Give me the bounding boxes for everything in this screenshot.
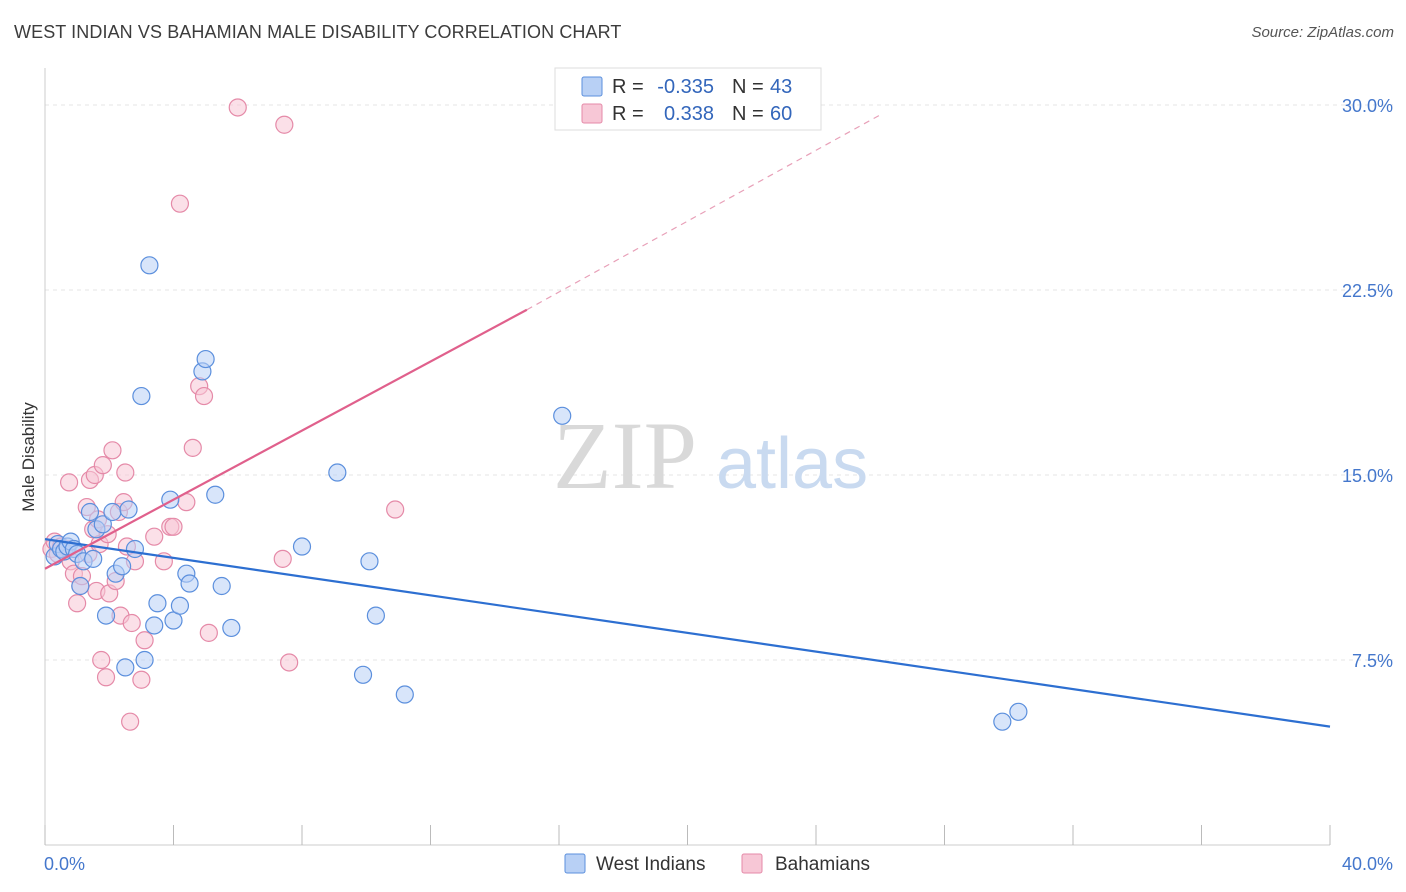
- bahamians-point-49: [275, 115, 294, 134]
- legend-box: R = -0.335 N = 43 R = 0.338 N = 60: [554, 67, 822, 131]
- west-indians-point-42: [553, 406, 572, 425]
- bahamians-point-8: [59, 473, 79, 492]
- west-indians-point-19: [119, 500, 138, 519]
- bahamians-point-22: [96, 668, 116, 687]
- west-indians-point-44: [1009, 702, 1028, 721]
- bahamians-point-36: [135, 631, 154, 650]
- y-axis-label: Male Disability: [19, 402, 38, 512]
- west-indians-point-17: [112, 557, 132, 576]
- west-indians-point-10: [80, 502, 100, 522]
- chart-title: WEST INDIAN VS BAHAMIAN MALE DISABILITY …: [14, 22, 622, 42]
- west-indians-point-24: [145, 616, 164, 635]
- chart-source: Source: ZipAtlas.com: [1251, 24, 1394, 41]
- legend-swatch-west-indians: [581, 76, 603, 97]
- y-tick-label-3: 30.0%: [1342, 96, 1393, 116]
- bahamians-point-30: [116, 463, 135, 482]
- west-indians-point-35: [222, 618, 241, 638]
- bahamians-point-41: [170, 194, 190, 213]
- west-indians-point-11: [84, 549, 103, 568]
- y-tick-label-1: 15.0%: [1342, 466, 1393, 486]
- west-indians-point-38: [353, 665, 373, 684]
- bahamians-point-47: [228, 98, 247, 117]
- legend-r-value-0: -0.335: [657, 76, 714, 98]
- west-indians-point-40: [366, 606, 385, 625]
- bottom-legend-label-west-indians: West Indians: [596, 854, 705, 875]
- west-indians-point-22: [135, 650, 154, 670]
- bahamians-point-48: [273, 549, 292, 568]
- watermark-atlas: atlas: [716, 424, 868, 504]
- bahamians-point-37: [145, 527, 164, 546]
- west-indians-point-33: [206, 485, 225, 504]
- legend-r-label-0: R =: [612, 76, 644, 98]
- bahamians-point-35: [132, 670, 151, 689]
- bahamians-point-43: [183, 438, 202, 457]
- bahamians-point-21: [93, 456, 112, 475]
- west-indians-point-8: [71, 576, 90, 596]
- bahamians-point-9: [68, 594, 87, 613]
- bahamians-point-32: [121, 712, 140, 731]
- bahamians-point-20: [92, 650, 111, 670]
- west-indians-point-14: [96, 606, 116, 625]
- west-indians-point-13: [93, 515, 112, 534]
- bahamians-point-51: [386, 500, 405, 519]
- legend-n-label-1: N =: [732, 103, 764, 125]
- bottom-legend: West Indians Bahamians: [564, 853, 870, 875]
- x-tick-label-min: 0.0%: [44, 854, 85, 874]
- watermark-zip: ZIP: [553, 402, 697, 509]
- x-tick-label-max: 40.0%: [1342, 854, 1393, 874]
- west-indians-point-18: [116, 658, 135, 677]
- x-tick-marks: [44, 825, 1331, 845]
- west-indians-point-43: [993, 712, 1012, 731]
- legend-r-value-1: 0.338: [664, 103, 714, 125]
- west-indians-point-15: [103, 502, 122, 522]
- trend-lines: [44, 114, 1331, 728]
- y-tick-label-2: 22.5%: [1342, 281, 1393, 301]
- grid-lines: [45, 104, 1393, 661]
- bottom-legend-label-bahamians: Bahamians: [775, 854, 870, 875]
- legend-n-value-0: 43: [770, 76, 792, 98]
- watermark: ZIP atlas: [553, 402, 868, 509]
- west-indians-point-32: [196, 349, 215, 369]
- bahamians-point-45: [194, 386, 214, 406]
- west-indians-trend-line: [44, 538, 1331, 728]
- y-tick-labels: 7.5% 15.0% 22.5% 30.0%: [1342, 96, 1393, 671]
- west-indians-point-36: [292, 537, 312, 556]
- west-indians-point-30: [180, 574, 199, 593]
- legend-n-value-1: 60: [770, 103, 792, 125]
- west-indians-point-23: [140, 256, 159, 275]
- bottom-legend-swatch-west-indians: [564, 853, 586, 874]
- west-indians-point-25: [148, 594, 167, 613]
- west-indians-point-28: [170, 596, 190, 615]
- west-indians-point-39: [360, 552, 379, 571]
- bahamians-point-46: [199, 623, 218, 642]
- west-indians-point-21: [132, 386, 151, 406]
- legend-swatch-bahamians: [581, 103, 603, 124]
- bahamians-point-25: [103, 441, 122, 460]
- west-indians-point-37: [328, 463, 347, 482]
- bahamians-trend-extension: [526, 114, 881, 311]
- legend-n-label-0: N =: [732, 76, 764, 98]
- bahamians-trend-line: [44, 308, 528, 570]
- bahamians-point-33: [122, 613, 141, 633]
- bahamians-point-50: [280, 653, 299, 672]
- y-tick-label-0: 7.5%: [1352, 651, 1393, 671]
- legend-r-label-1: R =: [612, 103, 644, 125]
- series-west-indians-points: [45, 256, 1028, 731]
- bahamians-point-40: [164, 517, 183, 536]
- bottom-legend-swatch-bahamians: [741, 853, 763, 874]
- west-indians-point-41: [395, 685, 414, 704]
- west-indians-point-20: [125, 539, 145, 559]
- series-bahamians-points: [42, 98, 405, 731]
- west-indians-point-34: [212, 576, 231, 596]
